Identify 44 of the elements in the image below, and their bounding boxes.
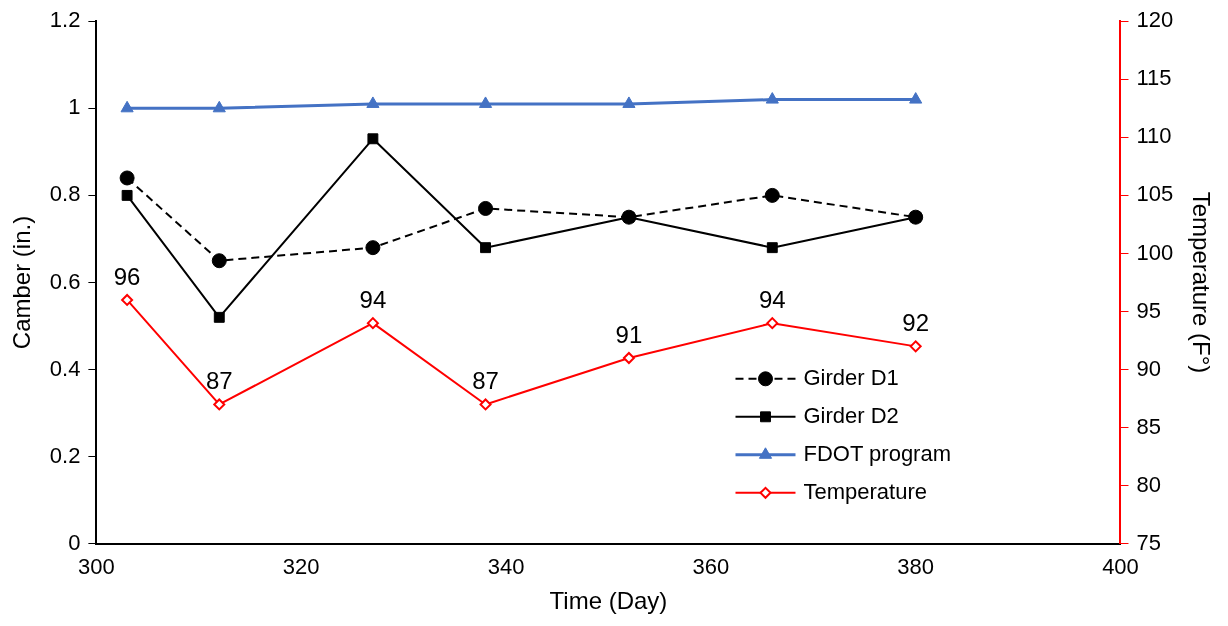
y2-tick-label: 120 xyxy=(1136,7,1174,33)
y2-tick-label: 100 xyxy=(1136,239,1174,265)
x-tick-label: 320 xyxy=(282,554,320,580)
y2-tick-label: 80 xyxy=(1136,471,1161,497)
y-tick-label: 1 xyxy=(68,94,81,120)
y2-tick-label: 110 xyxy=(1136,123,1172,149)
y2-tick-label: 75 xyxy=(1136,529,1161,555)
x-tick-label: 340 xyxy=(487,554,525,580)
x-axis-title: Time (Day) xyxy=(549,587,668,615)
y2-tick-label: 85 xyxy=(1136,413,1161,439)
y-tick-label: 0 xyxy=(68,529,81,555)
point xyxy=(121,293,134,306)
data-label: 92 xyxy=(902,309,930,336)
y-axis-title: Camber (in.) xyxy=(8,215,36,350)
y2-tick-label: 105 xyxy=(1136,181,1174,207)
y-tick-label: 0.8 xyxy=(49,181,81,207)
data-label: 96 xyxy=(113,262,141,290)
legend-label: Girder D1 xyxy=(803,364,899,390)
point xyxy=(909,340,922,353)
legend-label: Girder D2 xyxy=(803,402,899,428)
y-tick-label: 0.2 xyxy=(49,442,81,468)
x-tick-label: 400 xyxy=(1102,554,1139,580)
x-tick-label: 380 xyxy=(897,554,935,580)
point xyxy=(622,351,635,364)
x-tick-label: 300 xyxy=(78,554,115,580)
point xyxy=(213,398,226,411)
point xyxy=(766,317,779,330)
point xyxy=(479,398,492,411)
data-label: 87 xyxy=(472,367,499,395)
point xyxy=(366,317,379,330)
y-tick-label: 0.4 xyxy=(49,355,81,381)
y-tick-label: 0.6 xyxy=(49,268,81,294)
data-label: 91 xyxy=(615,320,643,348)
x-tick-label: 360 xyxy=(692,554,730,580)
data-label: 94 xyxy=(359,285,387,313)
y-tick-label: 1.2 xyxy=(49,7,81,33)
y2-tick-label: 115 xyxy=(1136,65,1172,91)
y2-tick-label: 95 xyxy=(1136,297,1161,323)
data-label: 94 xyxy=(758,285,786,313)
legend-label: Temperature xyxy=(803,478,928,504)
y2-axis-title: Temperature (F°) xyxy=(1187,191,1215,374)
legend-label: FDOT program xyxy=(803,440,952,466)
data-label: 87 xyxy=(205,367,233,395)
y2-tick-label: 90 xyxy=(1136,355,1161,381)
